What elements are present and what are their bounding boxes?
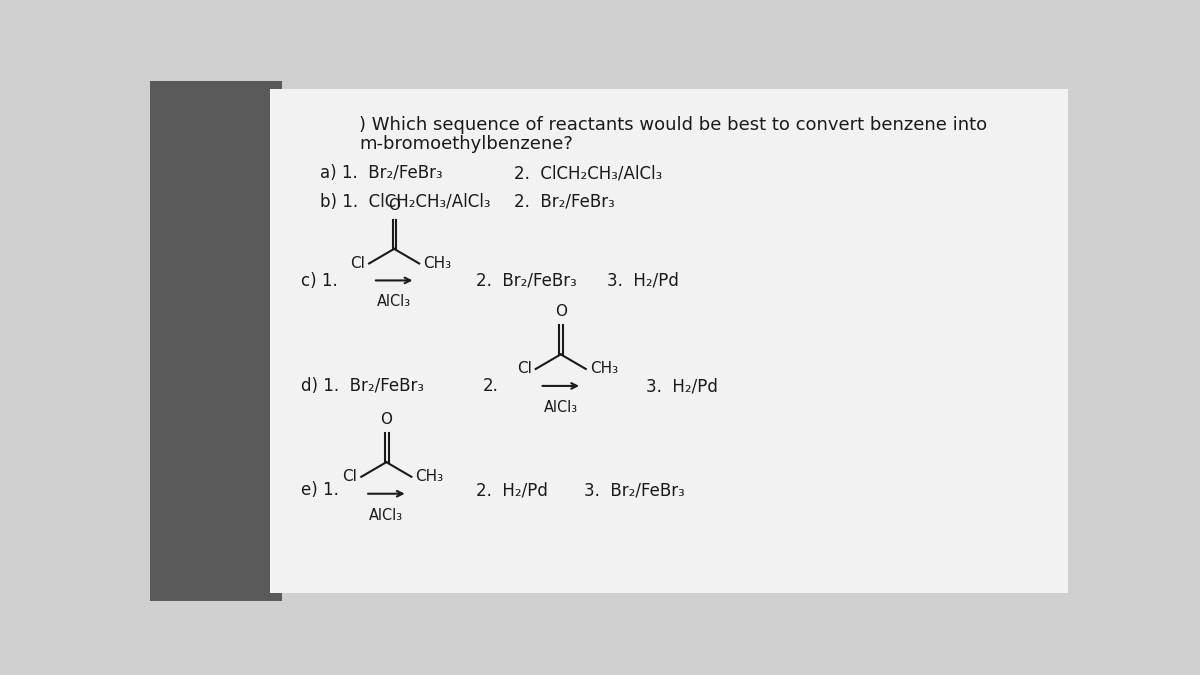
Text: O: O: [388, 198, 400, 213]
Text: AlCl₃: AlCl₃: [370, 508, 403, 522]
Bar: [150, 81, 282, 601]
Text: AlCl₃: AlCl₃: [544, 400, 578, 414]
Text: d) 1.  Br₂/FeBr₃: d) 1. Br₂/FeBr₃: [301, 377, 424, 396]
Text: 3.  H₂/Pd: 3. H₂/Pd: [607, 272, 679, 290]
Text: 2.  ClCH₂CH₃/AlCl₃: 2. ClCH₂CH₃/AlCl₃: [515, 164, 662, 182]
Text: O: O: [380, 412, 392, 427]
Text: 2.  Br₂/FeBr₃: 2. Br₂/FeBr₃: [475, 272, 576, 290]
Text: e) 1.: e) 1.: [301, 481, 340, 500]
Text: 2.  H₂/Pd: 2. H₂/Pd: [475, 481, 547, 500]
Text: ) Which sequence of reactants would be best to convert benzene into: ) Which sequence of reactants would be b…: [359, 115, 988, 134]
Text: 2.  Br₂/FeBr₃: 2. Br₂/FeBr₃: [515, 192, 616, 211]
Text: c) 1.: c) 1.: [301, 272, 338, 290]
Bar: [270, 88, 1068, 593]
Text: m-bromoethylbenzene?: m-bromoethylbenzene?: [359, 135, 574, 153]
Text: AlCl₃: AlCl₃: [377, 294, 412, 309]
Text: Cl: Cl: [517, 362, 532, 377]
Text: a) 1.  Br₂/FeBr₃: a) 1. Br₂/FeBr₃: [320, 164, 443, 182]
Text: 3.  Br₂/FeBr₃: 3. Br₂/FeBr₃: [584, 481, 685, 500]
Text: 2.: 2.: [484, 377, 499, 396]
Text: O: O: [554, 304, 566, 319]
Text: b) 1.  ClCH₂CH₃/AlCl₃: b) 1. ClCH₂CH₃/AlCl₃: [320, 192, 491, 211]
Text: CH₃: CH₃: [589, 362, 618, 377]
Text: Cl: Cl: [350, 256, 365, 271]
Text: 3.  H₂/Pd: 3. H₂/Pd: [646, 377, 718, 396]
Text: Cl: Cl: [342, 469, 358, 484]
Text: CH₃: CH₃: [424, 256, 451, 271]
Text: CH₃: CH₃: [415, 469, 444, 484]
